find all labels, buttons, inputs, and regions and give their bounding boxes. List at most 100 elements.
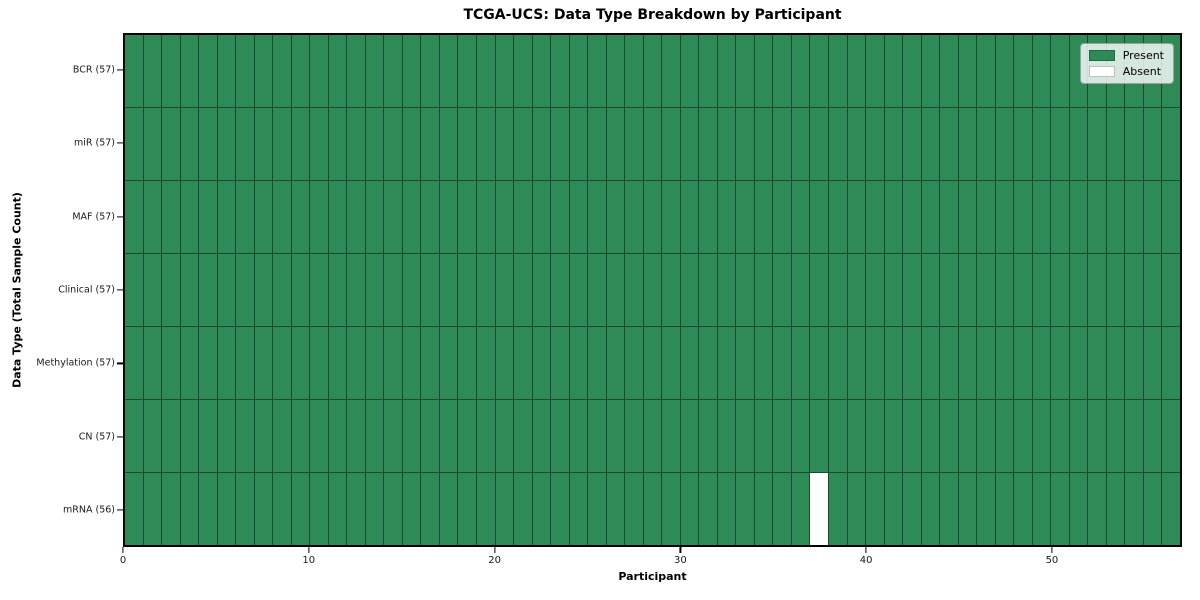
heatmap-cell-present	[921, 35, 940, 107]
heatmap-cell-present	[217, 327, 236, 399]
heatmap-cell-present	[217, 400, 236, 472]
y-tick-mark	[117, 436, 123, 438]
legend-swatch-present-icon	[1088, 50, 1115, 61]
heatmap-cell-present	[1106, 327, 1125, 399]
heatmap-cell-present	[310, 254, 328, 326]
legend-swatch-absent-icon	[1088, 66, 1115, 77]
heatmap-cell-present	[180, 108, 199, 180]
heatmap-cell-present	[606, 108, 625, 180]
heatmap-cell-present	[328, 400, 347, 472]
heatmap-cell-present	[958, 327, 977, 399]
heatmap-cell-present	[643, 473, 662, 545]
heatmap-cell-present	[921, 473, 940, 545]
heatmap-cell-present	[402, 254, 421, 326]
heatmap-cell-present	[236, 181, 254, 253]
heatmap-cell-present	[754, 254, 773, 326]
heatmap-cell-present	[606, 400, 625, 472]
heatmap-cell-present	[347, 254, 365, 326]
heatmap-cell-present	[162, 473, 180, 545]
heatmap-cell-present	[532, 473, 551, 545]
heatmap-cell-present	[717, 400, 736, 472]
x-tick-mark	[865, 547, 867, 553]
heatmap-cell-present	[940, 254, 958, 326]
heatmap-cell-present	[199, 254, 217, 326]
heatmap-cell-present	[495, 400, 514, 472]
heatmap-cell-present	[1143, 254, 1162, 326]
heatmap-cell-present	[1051, 400, 1069, 472]
heatmap-cell-present	[328, 327, 347, 399]
heatmap-cell-present	[606, 254, 625, 326]
heatmap-cell-present	[1014, 254, 1032, 326]
heatmap-cell-present	[384, 473, 402, 545]
heatmap-cell-present	[1088, 108, 1106, 180]
heatmap-cell-present	[273, 181, 291, 253]
heatmap-cell-present	[866, 473, 884, 545]
heatmap-cell-present	[791, 473, 810, 545]
heatmap-cell-present	[328, 254, 347, 326]
heatmap-cell-present	[402, 108, 421, 180]
y-tick-mark	[117, 69, 123, 71]
heatmap-cell-present	[754, 108, 773, 180]
heatmap-cell-present	[625, 181, 643, 253]
heatmap-cell-present	[347, 35, 365, 107]
heatmap-cell-present	[347, 400, 365, 472]
heatmap-cell-present	[476, 473, 495, 545]
heatmap-cell-present	[625, 35, 643, 107]
heatmap-cell-present	[884, 108, 903, 180]
heatmap-cell-present	[143, 473, 162, 545]
heatmap-cell-present	[199, 327, 217, 399]
x-tick-label: 20	[488, 555, 501, 566]
x-tick-label: 50	[1045, 555, 1059, 566]
heatmap-cell-present	[1032, 254, 1051, 326]
heatmap-cell-present	[199, 108, 217, 180]
heatmap-cell-present	[866, 108, 884, 180]
heatmap-cell-present	[1088, 400, 1106, 472]
heatmap-cell-present	[384, 400, 402, 472]
heatmap-cell-present	[273, 473, 291, 545]
heatmap-cell-present	[717, 473, 736, 545]
x-tick-label: 40	[859, 555, 873, 566]
heatmap-cell-present	[1125, 254, 1143, 326]
heatmap-cell-present	[940, 400, 958, 472]
heatmap-cell-present	[514, 108, 532, 180]
heatmap-cell-present	[365, 181, 384, 253]
heatmap-cell-present	[347, 108, 365, 180]
heatmap-cell-present	[476, 400, 495, 472]
x-tick-label: 10	[302, 555, 316, 566]
heatmap-cell-present	[754, 327, 773, 399]
heatmap-cell-present	[717, 35, 736, 107]
heatmap-cell-present	[402, 400, 421, 472]
heatmap-cell-present	[884, 254, 903, 326]
legend-label-present: Present	[1122, 49, 1164, 62]
heatmap-cell-present	[736, 473, 754, 545]
heatmap-cell-present	[1162, 181, 1180, 253]
heatmap-cell-present	[995, 473, 1014, 545]
heatmap-cell-present	[1162, 400, 1180, 472]
heatmap-cell-present	[310, 108, 328, 180]
heatmap-cell-present	[514, 181, 532, 253]
heatmap-cell-present	[365, 327, 384, 399]
heatmap-cell-present	[217, 181, 236, 253]
heatmap-cell-present	[143, 181, 162, 253]
heatmap-cell-present	[588, 327, 606, 399]
heatmap-grid	[125, 35, 1180, 545]
heatmap-cell-present	[588, 108, 606, 180]
heatmap-cell-present	[680, 327, 699, 399]
heatmap-cell-present	[828, 108, 847, 180]
heatmap-cell-present	[1106, 108, 1125, 180]
heatmap-cell-present	[143, 400, 162, 472]
heatmap-cell-present	[736, 108, 754, 180]
heatmap-cell-present	[273, 35, 291, 107]
heatmap-cell-present	[125, 35, 143, 107]
heatmap-cell-present	[532, 181, 551, 253]
heatmap-cell-present	[773, 400, 791, 472]
heatmap-cell-present	[977, 254, 995, 326]
heatmap-cell-present	[514, 254, 532, 326]
x-tick-mark	[679, 547, 681, 553]
heatmap-cell-present	[532, 327, 551, 399]
heatmap-cell-present	[773, 35, 791, 107]
heatmap-cell-present	[143, 327, 162, 399]
heatmap-cell-present	[514, 35, 532, 107]
heatmap-cell-present	[903, 473, 921, 545]
heatmap-cell-present	[606, 473, 625, 545]
